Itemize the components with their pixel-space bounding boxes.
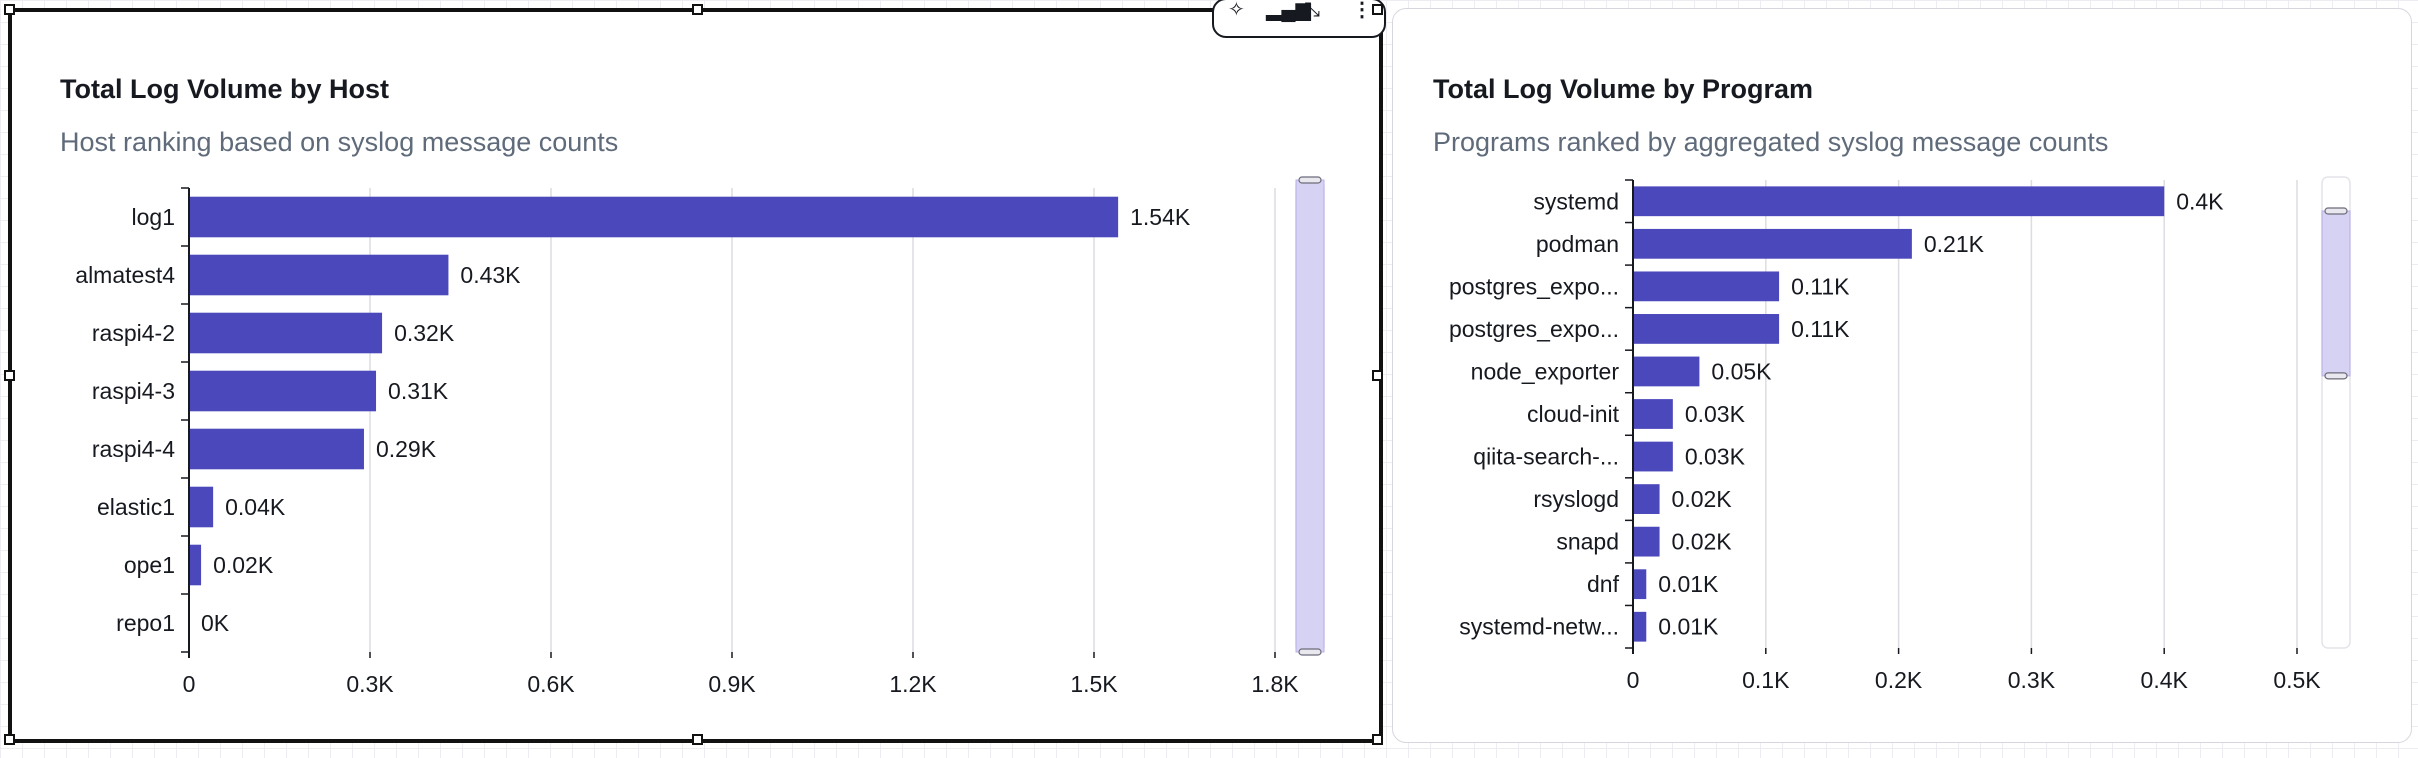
- bar[interactable]: [1633, 356, 1700, 387]
- bar[interactable]: [1633, 611, 1647, 642]
- data-label: 0.02K: [1672, 529, 1733, 555]
- bar[interactable]: [1633, 314, 1780, 344]
- chart-subtitle: Host ranking based on syslog message cou…: [60, 127, 619, 157]
- bar[interactable]: [189, 254, 449, 296]
- chart-icon[interactable]: ▂▄▆: [1266, 0, 1311, 21]
- data-label: 0.11K: [1791, 316, 1850, 342]
- scrollbar-grip[interactable]: [1298, 648, 1322, 656]
- x-tick-label: 0.5K: [2273, 667, 2321, 693]
- data-label: 0.01K: [1658, 614, 1719, 640]
- data-label: 0.43K: [460, 262, 521, 288]
- x-tick-label: 0.9K: [708, 671, 756, 697]
- program-bar-chart: 0 0.1K 0.2K 0.3K 0.4K 0.5K systemd 0.4K podman 0.…: [1449, 176, 2351, 693]
- resize-handle-left[interactable]: [4, 370, 15, 381]
- resize-handle-bottom[interactable]: [692, 734, 703, 745]
- category-label: raspi4-4: [92, 436, 175, 462]
- bar[interactable]: [189, 370, 377, 412]
- x-tick-label: 0.3K: [346, 671, 394, 697]
- x-tick-label: 0.6K: [527, 671, 575, 697]
- bar[interactable]: [189, 196, 1119, 238]
- category-label: log1: [132, 204, 175, 230]
- category-label: postgres_expo...: [1449, 316, 1619, 342]
- x-tick-label: 0.3K: [2008, 667, 2056, 693]
- resize-handle-bottom-left[interactable]: [4, 734, 15, 745]
- x-tick-label: 0.4K: [2141, 667, 2189, 693]
- resize-handle-top-right[interactable]: [1372, 4, 1383, 15]
- scrollbar-thumb[interactable]: [1295, 179, 1325, 653]
- category-label: dnf: [1587, 571, 1620, 597]
- category-label: node_exporter: [1471, 358, 1620, 384]
- chart-subtitle: Programs ranked by aggregated syslog mes…: [1433, 127, 2109, 157]
- expand-icon[interactable]: ⤡: [1304, 0, 1320, 21]
- bar[interactable]: [1633, 271, 1780, 302]
- data-label: 0.32K: [394, 320, 455, 346]
- data-label: 0.01K: [1658, 571, 1719, 597]
- host-chart-panel[interactable]: Total Log Volume by Host Host ranking ba…: [4, 0, 1386, 745]
- category-label: cloud-init: [1527, 401, 1620, 427]
- x-tick-label: 0.2K: [1875, 667, 1923, 693]
- category-label: repo1: [116, 610, 175, 636]
- x-tick-label: 1.5K: [1070, 671, 1118, 697]
- category-label: systemd: [1533, 188, 1619, 214]
- data-label: 0.29K: [376, 436, 437, 462]
- category-label: rsyslogd: [1533, 486, 1619, 512]
- category-label: almatest4: [75, 262, 175, 288]
- resize-handle-bottom-right[interactable]: [1372, 734, 1383, 745]
- scrollbar-thumb[interactable]: [2321, 210, 2351, 377]
- bar[interactable]: [1633, 569, 1647, 600]
- category-label: ope1: [124, 552, 175, 578]
- scrollbar-grip[interactable]: [2324, 372, 2348, 380]
- data-label: 0.03K: [1685, 401, 1746, 427]
- data-label: 0.04K: [225, 494, 286, 520]
- data-label: 0.02K: [1672, 486, 1733, 512]
- data-label: 0K: [201, 610, 230, 636]
- category-label: snapd: [1556, 529, 1619, 555]
- bar[interactable]: [1633, 399, 1673, 429]
- resize-handle-top-left[interactable]: [4, 4, 15, 15]
- host-bar-chart: 0 0.3K 0.6K 0.9K 1.2K 1.5K 1.8K log1 1.54K almate…: [75, 176, 1325, 697]
- data-label: 0.05K: [1711, 358, 1772, 384]
- resize-handle-right[interactable]: [1372, 370, 1383, 381]
- visual-toolbar: ✧ ▂▄▆ ⤡ ⋮: [1212, 0, 1386, 38]
- category-label: raspi4-2: [92, 320, 175, 346]
- bar[interactable]: [1633, 441, 1673, 472]
- program-chart-panel[interactable]: Total Log Volume by Program Programs ran…: [1392, 8, 2412, 743]
- x-tick-label: 0: [1627, 667, 1640, 693]
- bar[interactable]: [189, 544, 202, 586]
- x-tick-label: 1.2K: [889, 671, 937, 697]
- bar[interactable]: [1633, 484, 1660, 514]
- data-label: 0.21K: [1924, 231, 1985, 257]
- x-tick-label: 1.8K: [1251, 671, 1299, 697]
- bar[interactable]: [1633, 228, 1912, 259]
- category-label: qiita-search-...: [1473, 444, 1619, 470]
- bar[interactable]: [189, 428, 364, 470]
- sparkle-icon[interactable]: ✧: [1228, 0, 1245, 21]
- bar[interactable]: [189, 312, 383, 354]
- bar[interactable]: [189, 486, 214, 528]
- category-label: postgres_expo...: [1449, 273, 1619, 299]
- scrollbar-grip[interactable]: [1298, 176, 1322, 184]
- bar[interactable]: [1633, 186, 2165, 217]
- data-label: 0.11K: [1791, 273, 1850, 299]
- resize-handle-top[interactable]: [692, 4, 703, 15]
- category-label: systemd-netw...: [1459, 614, 1619, 640]
- category-label: podman: [1536, 231, 1619, 257]
- x-tick-label: 0.1K: [1742, 667, 1790, 693]
- data-label: 0.02K: [213, 552, 274, 578]
- data-label: 0.31K: [388, 378, 449, 404]
- bar[interactable]: [1633, 526, 1660, 557]
- category-label: elastic1: [97, 494, 175, 520]
- scrollbar-grip[interactable]: [2324, 207, 2348, 215]
- chart-title: Total Log Volume by Program: [1433, 74, 1814, 104]
- data-label: 1.54K: [1130, 204, 1191, 230]
- data-label: 0.4K: [2176, 188, 2224, 214]
- more-options-icon[interactable]: ⋮: [1352, 0, 1372, 21]
- chart-title: Total Log Volume by Host: [60, 74, 389, 104]
- category-label: raspi4-3: [92, 378, 175, 404]
- x-tick-label: 0: [183, 671, 196, 697]
- data-label: 0.03K: [1685, 444, 1746, 470]
